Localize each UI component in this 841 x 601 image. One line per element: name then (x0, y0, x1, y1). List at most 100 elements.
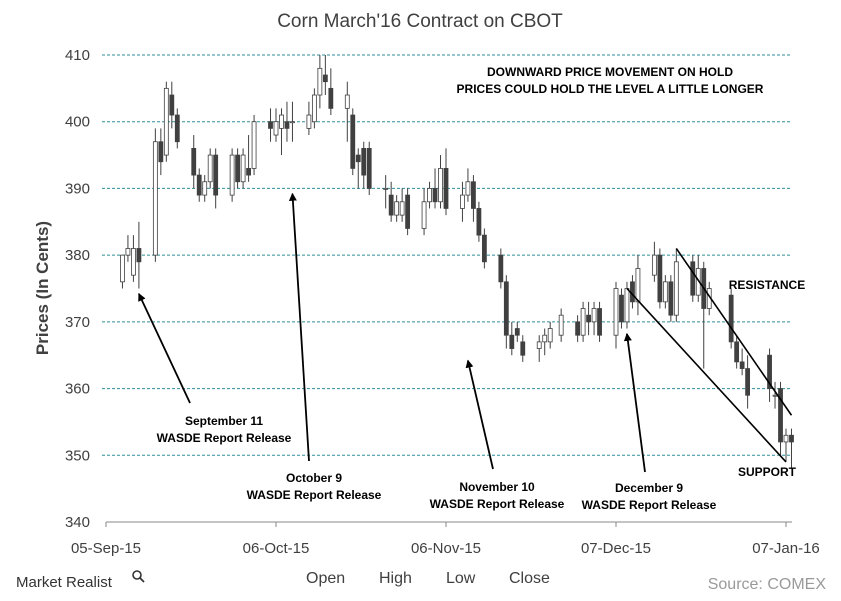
candle-body (481, 234, 487, 263)
brand-name: Market Realist (16, 574, 113, 591)
candle-body (355, 154, 361, 163)
legend-low: Low (446, 570, 476, 587)
candle (651, 241, 657, 282)
y-tick-label: 380 (65, 247, 90, 264)
candle (268, 108, 273, 142)
candle (498, 248, 504, 289)
candle (558, 308, 564, 342)
candle-body (388, 194, 394, 216)
candle (399, 188, 405, 222)
candle (657, 248, 663, 309)
candle-body (673, 261, 679, 316)
candle-body (350, 114, 356, 169)
candle (619, 288, 624, 329)
y-axis-label: Prices (In Cents) (33, 221, 52, 355)
annotation-text: December 9 (615, 481, 683, 495)
candle (361, 141, 367, 189)
gridlines (102, 54, 792, 456)
x-tick-label: 06-Oct-15 (243, 540, 310, 557)
price-channel (626, 248, 793, 463)
candle (471, 175, 476, 222)
annotation-text: SUPPORT (738, 465, 797, 479)
candle-body (432, 188, 438, 203)
candle (383, 175, 389, 209)
candle (465, 168, 471, 202)
candle-body (460, 194, 465, 209)
legend: Open High Low Close (306, 570, 550, 587)
annotation-text: November 10 (459, 480, 535, 494)
candle-body (427, 188, 432, 203)
brand-logo: Market Realist (16, 570, 145, 591)
candle-body (651, 254, 657, 276)
candle-body (624, 288, 630, 323)
candle-body (635, 268, 641, 303)
y-tick-label: 410 (65, 47, 90, 64)
candle (668, 275, 674, 322)
candle (317, 55, 323, 109)
candle (783, 428, 789, 462)
candle (279, 108, 284, 156)
candle (290, 101, 295, 142)
candle-body (657, 254, 663, 303)
candle (163, 81, 169, 162)
candle-body (235, 154, 241, 183)
candle-body (783, 434, 789, 443)
candle (229, 148, 235, 202)
candle-body (509, 334, 515, 349)
candle-body (591, 308, 597, 323)
candle-body (575, 321, 581, 336)
candle-body (246, 168, 251, 176)
candle-body (136, 248, 142, 263)
y-tick-label: 340 (65, 514, 90, 531)
candle (438, 155, 443, 209)
candle-body (279, 114, 284, 129)
candle (213, 148, 219, 209)
candle-body (498, 254, 504, 283)
candle-body (196, 174, 202, 196)
candle (202, 175, 208, 202)
candle-body (202, 181, 208, 196)
candle-body (273, 121, 279, 136)
candle-body (745, 368, 751, 396)
candle (273, 108, 279, 142)
candle-body (328, 87, 334, 109)
candle (739, 348, 745, 376)
candle-body (383, 188, 389, 190)
channel-upper-line (675, 248, 793, 416)
candle (421, 188, 427, 236)
candle (443, 148, 449, 216)
candle (536, 335, 542, 362)
legend-high: High (379, 570, 412, 587)
candle (191, 135, 197, 189)
legend-open: Open (306, 570, 345, 587)
candle-body (772, 394, 778, 397)
magnifier-icon (132, 570, 145, 583)
candle (767, 348, 772, 402)
annotation-text: RESISTANCE (729, 278, 805, 292)
candle (169, 81, 175, 129)
candle (673, 248, 679, 322)
annotation-arrow (623, 332, 646, 473)
candle-body (471, 181, 476, 209)
candle (196, 168, 202, 202)
candle (728, 288, 734, 349)
candle (235, 148, 241, 189)
note-dec9: December 9 WASDE Report Release (582, 332, 717, 512)
candle-body (767, 354, 772, 389)
candle-body (317, 67, 323, 96)
chart-title: Corn March'16 Contract on CBOT (277, 11, 563, 32)
candle-body (476, 208, 482, 236)
candle-body (152, 141, 158, 256)
candle-body (169, 94, 175, 116)
candle-body (728, 294, 734, 343)
candle-body (662, 281, 668, 303)
candle (503, 275, 509, 349)
candle-body (158, 141, 164, 163)
candle-body (438, 168, 443, 203)
x-tick-label: 06-Nov-15 (411, 540, 481, 557)
candle (575, 315, 581, 342)
y-tick-label: 350 (65, 447, 90, 464)
candle-body (405, 194, 411, 229)
annotation-text: PRICES COULD HOLD THE LEVEL A LITTLE LON… (457, 82, 764, 96)
candle-body (207, 154, 213, 183)
